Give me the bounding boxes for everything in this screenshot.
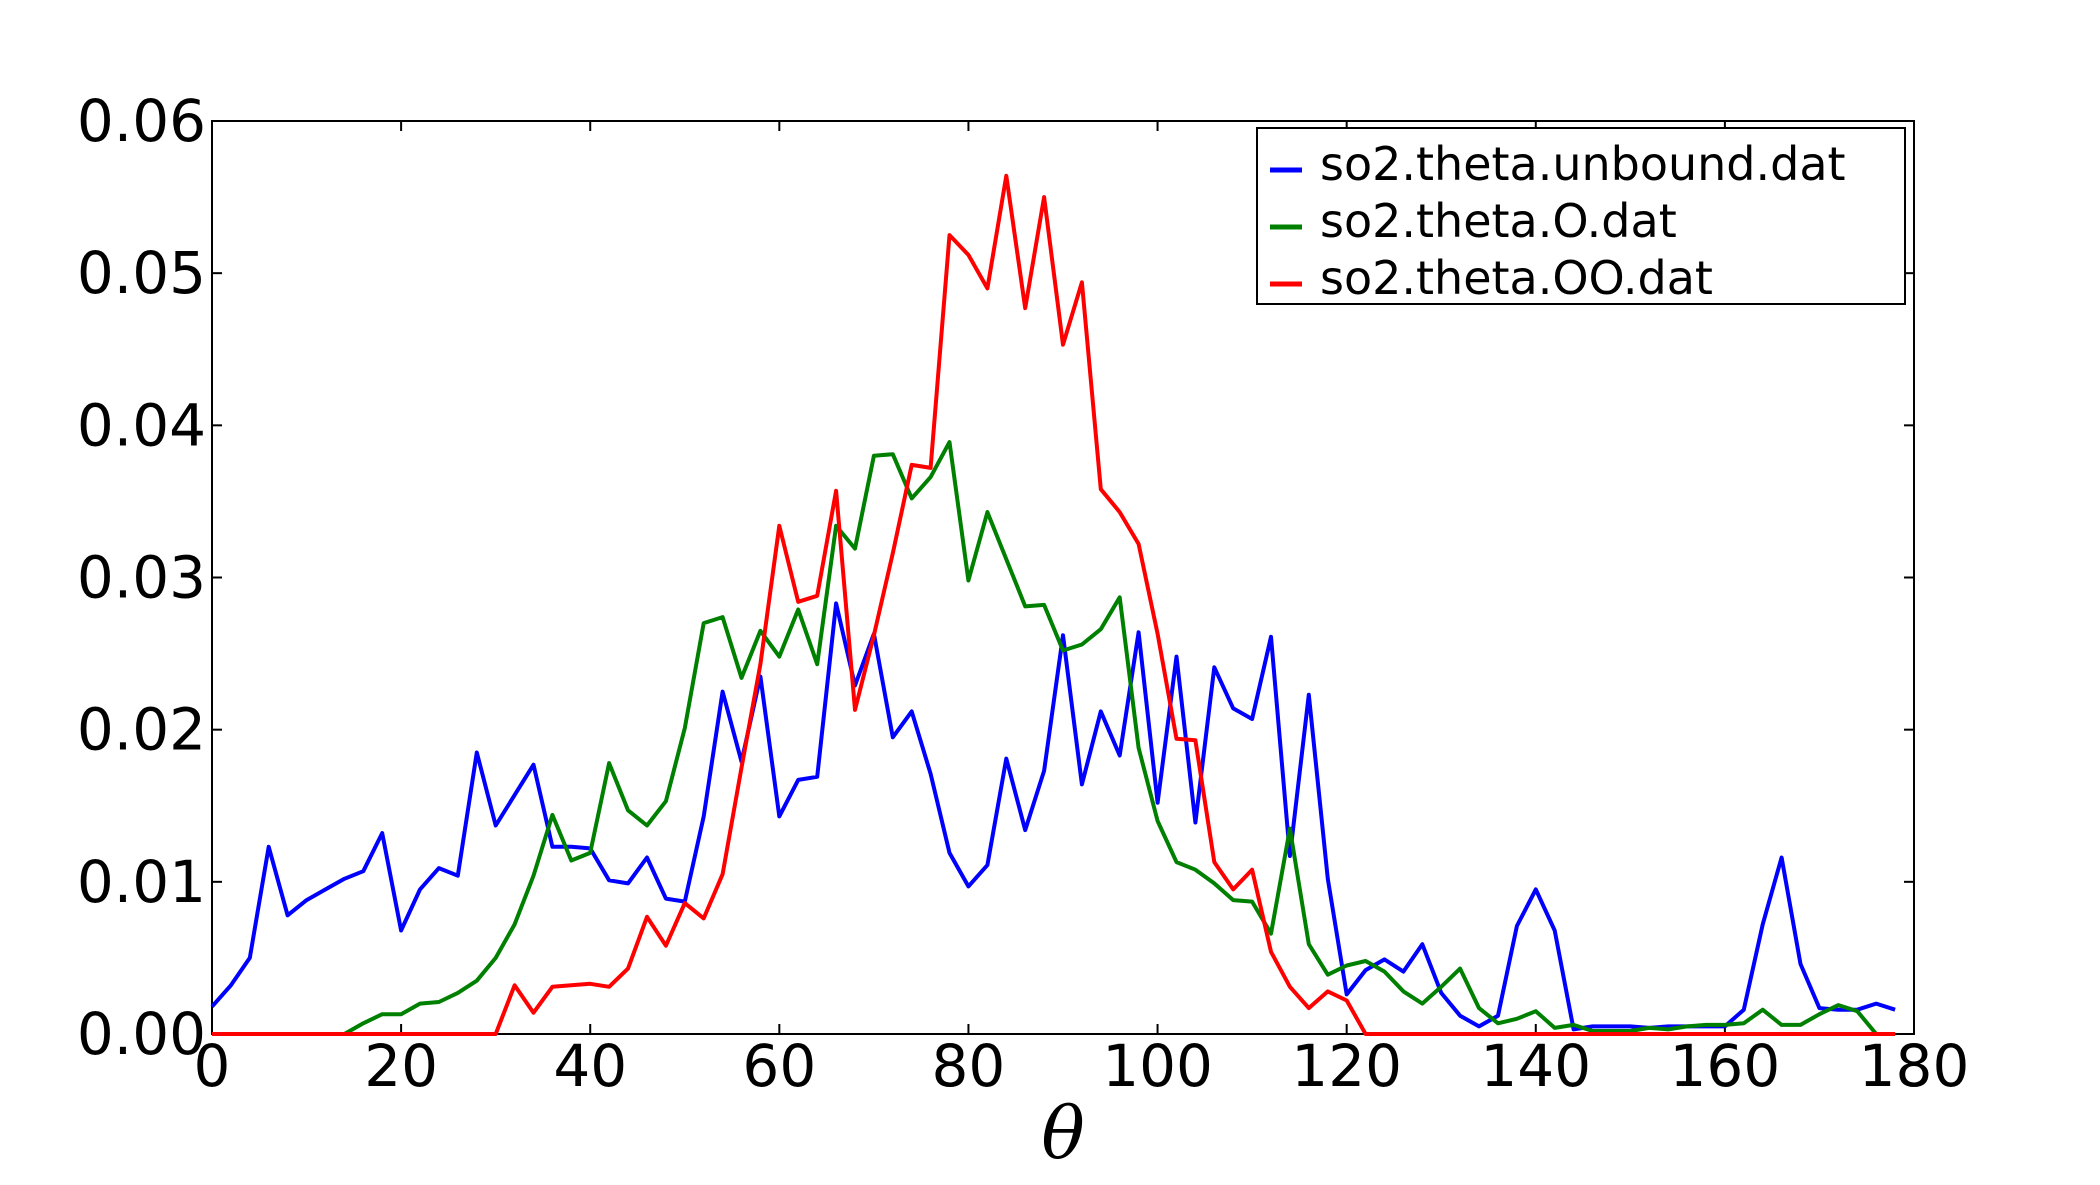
- y-tick-label: 0.06: [77, 87, 206, 155]
- y-tick-label: 0.03: [77, 544, 206, 612]
- series-lines: [210, 173, 1896, 1036]
- y-tick-label: 0.05: [77, 239, 206, 307]
- x-tick-label: 100: [1102, 1032, 1213, 1100]
- legend-frame: [1256, 127, 1906, 305]
- x-tick-label: 140: [1480, 1032, 1591, 1100]
- series-line-so2-theta-O-dat: [212, 440, 1896, 1036]
- x-tick-label: 60: [742, 1032, 816, 1100]
- y-tick-labels: 0.00 0.01 0.02 0.03 0.04 0.05 0.06: [77, 87, 206, 1068]
- legend-label: so2.theta.unbound.dat: [1320, 137, 1846, 191]
- y-tick-label: 0.00: [77, 1000, 206, 1068]
- x-tick-labels: 0 20 40 60 80 100 120 140 160 180: [194, 1032, 1970, 1100]
- x-tick-label: 40: [553, 1032, 627, 1100]
- x-tick-label: 120: [1291, 1032, 1402, 1100]
- x-tick-label: 80: [932, 1032, 1006, 1100]
- x-tick-label: 0: [194, 1032, 231, 1100]
- x-axis-title: θ: [1041, 1091, 1084, 1175]
- legend-label: so2.theta.O.dat: [1320, 194, 1677, 248]
- y-tick-label: 0.01: [77, 848, 206, 916]
- y-tick-label: 0.04: [77, 391, 206, 459]
- series-line-so2-theta-OO-dat: [212, 173, 1896, 1036]
- x-tick-label: 160: [1670, 1032, 1781, 1100]
- legend-label: so2.theta.OO.dat: [1320, 251, 1713, 305]
- x-tick-label: 20: [364, 1032, 438, 1100]
- legend: so2.theta.unbound.datso2.theta.O.datso2.…: [1256, 127, 1906, 305]
- y-tick-label: 0.02: [77, 696, 206, 764]
- series-line-so2-theta-unbound-dat: [210, 601, 1896, 1032]
- x-tick-label: 180: [1859, 1032, 1970, 1100]
- legend-entries: so2.theta.unbound.datso2.theta.O.datso2.…: [1270, 137, 1846, 305]
